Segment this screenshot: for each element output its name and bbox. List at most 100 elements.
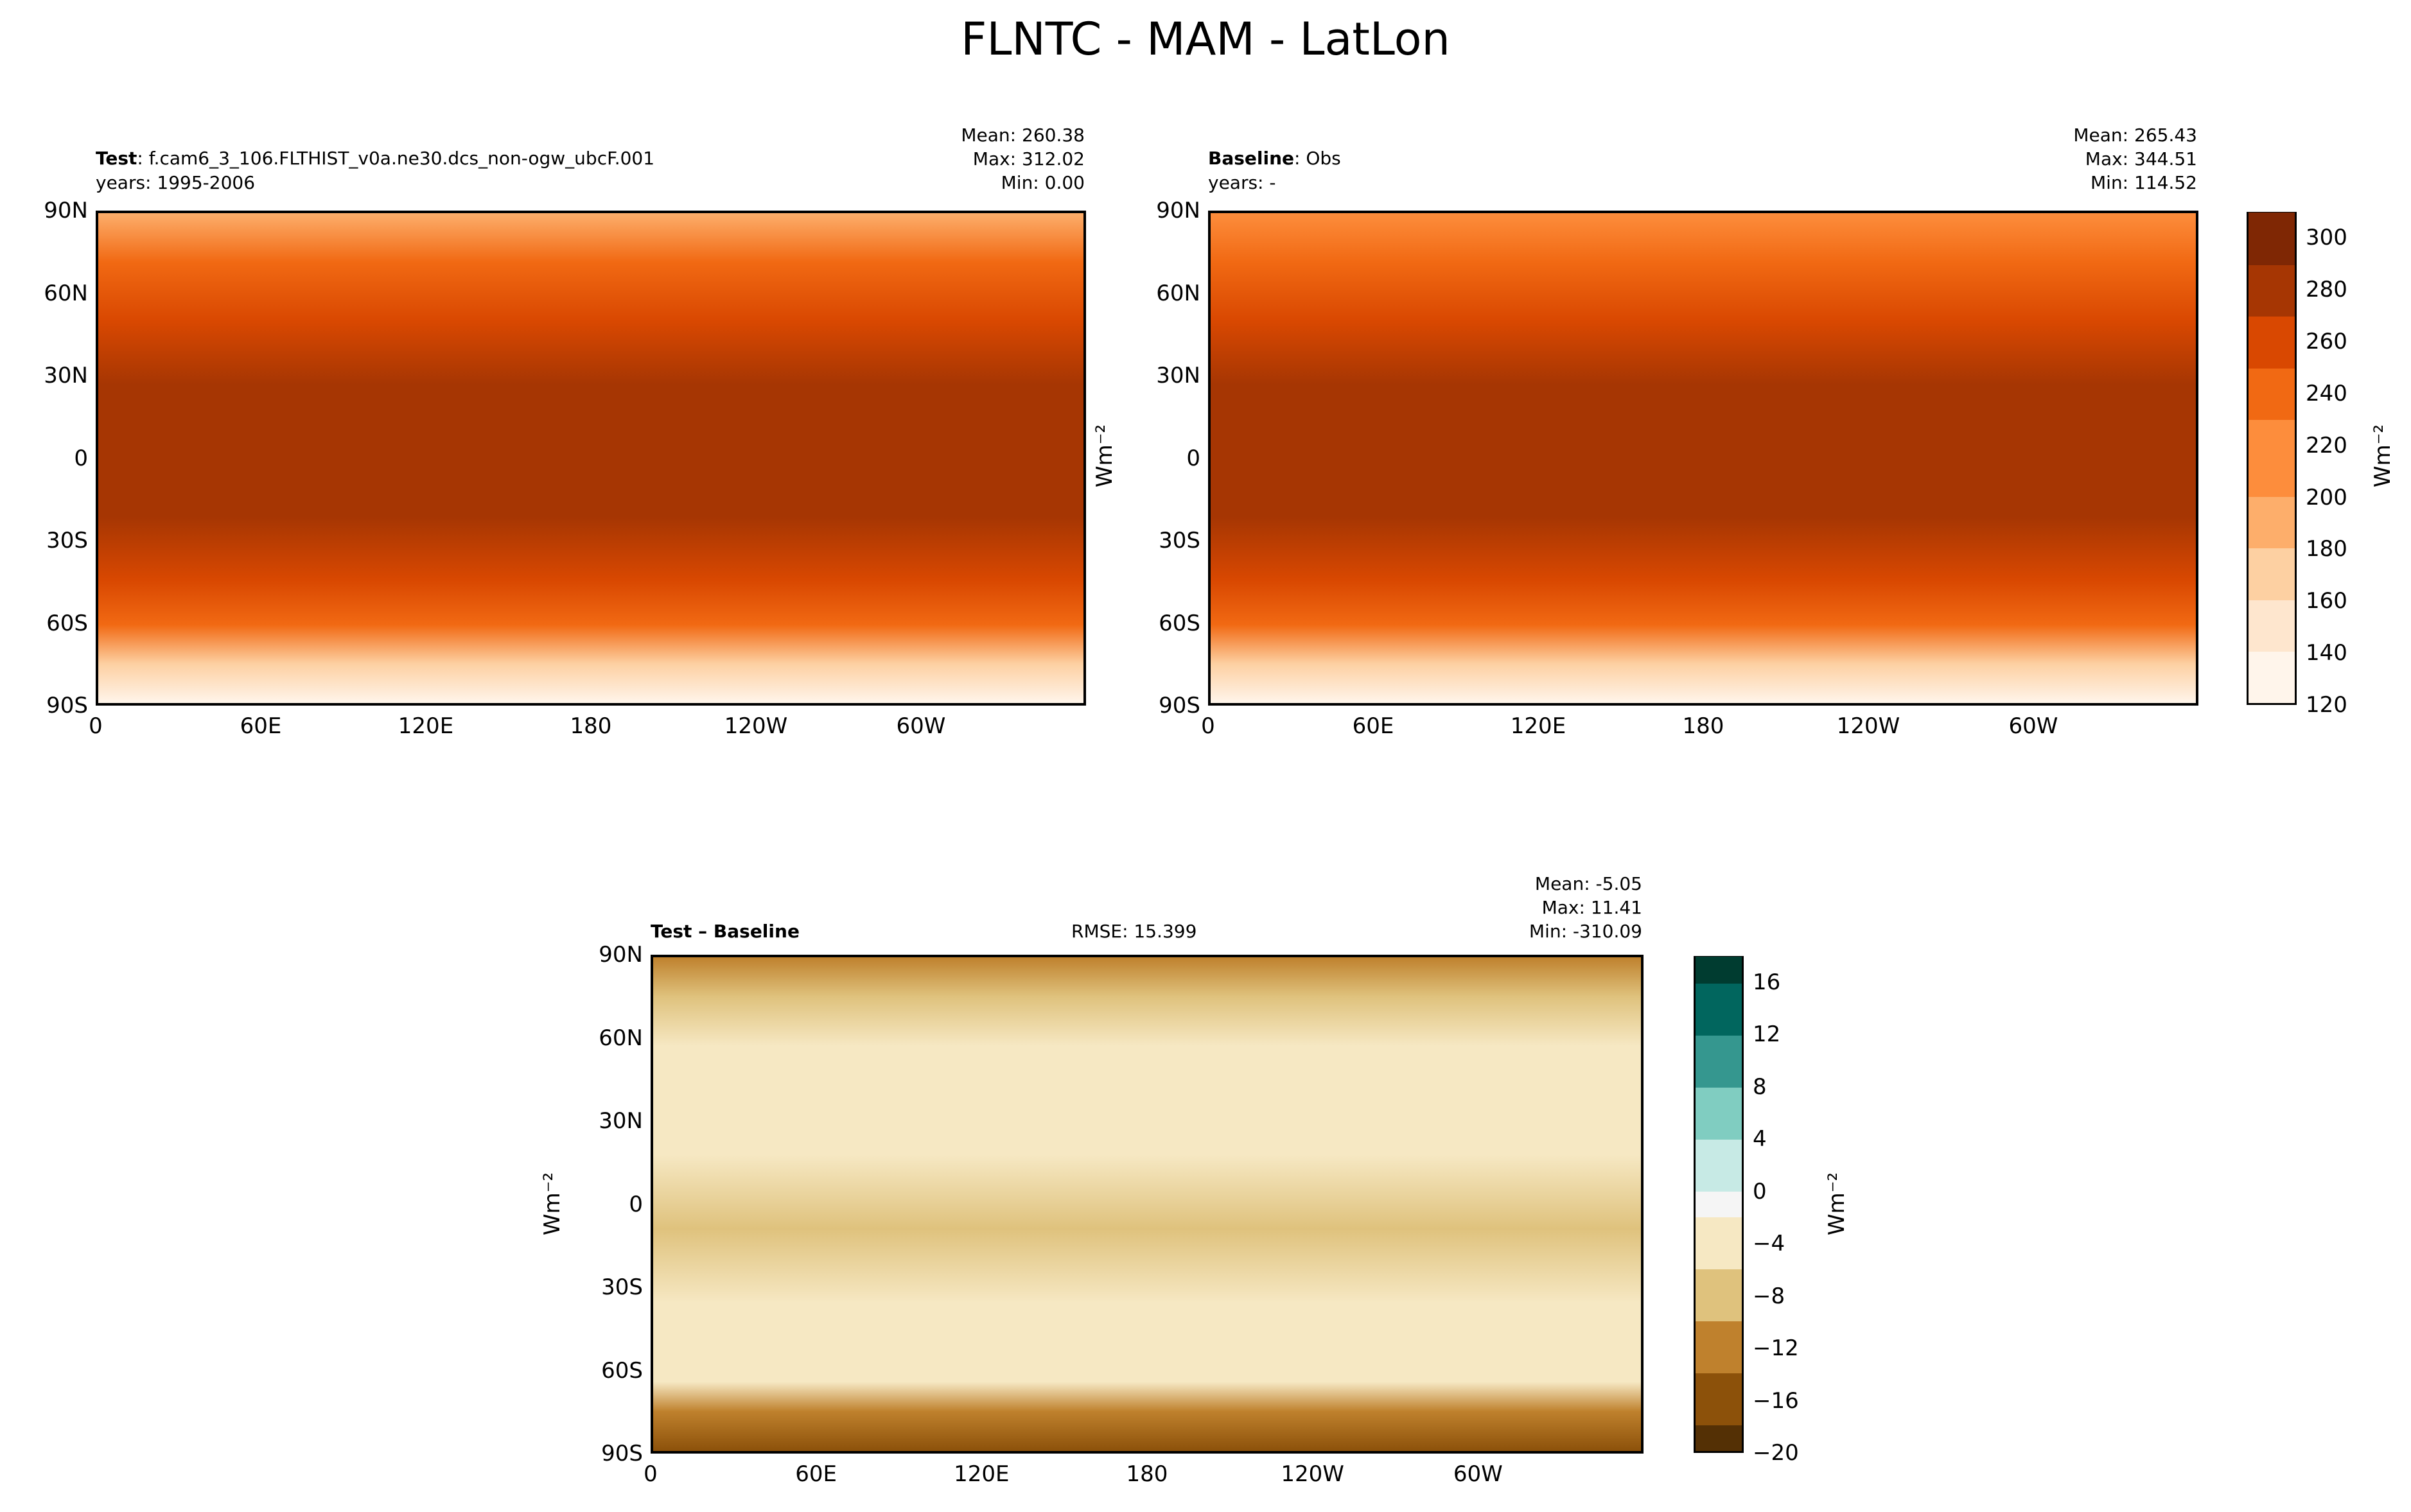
diff-max: Max: 11.41 [1541, 897, 1642, 918]
colorbar-segment [2249, 315, 2295, 343]
x-tick-label: 120W [1836, 713, 1900, 739]
test-label-bold: Test [96, 148, 137, 169]
colorbar-segment [1696, 1216, 1742, 1244]
colorbar-tick-label: −16 [1753, 1387, 1799, 1414]
colorbar-main-label: Wm⁻² [2370, 424, 2396, 488]
colorbar-tick-label: 200 [2306, 484, 2347, 510]
colorbar-tick-label: 240 [2306, 380, 2347, 406]
colorbar-segment [2249, 599, 2295, 626]
colorbar-tick-label: 120 [2306, 692, 2347, 718]
colorbar-tick-label: 180 [2306, 536, 2347, 562]
x-tick-label: 60E [240, 713, 282, 739]
y-tick-label: 30S [1159, 528, 1200, 553]
colorbar-tick-label: 280 [2306, 277, 2347, 303]
diff-label: Test – Baseline [651, 919, 800, 943]
colorbar-segment [2249, 393, 2295, 420]
x-tick-label: 0 [89, 713, 103, 739]
colorbar-segment [2249, 650, 2295, 677]
x-tick-label: 120E [954, 1461, 1010, 1487]
test-case-name: : f.cam6_3_106.FLTHIST_v0a.ne30.dcs_non-… [137, 148, 655, 169]
diff-mean: Mean: -5.05 [1534, 873, 1642, 894]
colorbar-segment [2249, 496, 2295, 523]
y-tick-label: 60S [46, 610, 88, 636]
colorbar-segment [2249, 342, 2295, 369]
test-stats: Mean: 260.38 Max: 312.02 Min: 0.00 [961, 123, 1085, 195]
colorbar-segment [2249, 367, 2295, 394]
colorbar-tick-label: −4 [1753, 1231, 1785, 1257]
baseline-map [1208, 211, 2198, 706]
colorbar-segment [1696, 982, 1742, 1010]
colorbar-tick-label: 300 [2306, 225, 2347, 251]
colorbar-segment [1696, 1113, 1742, 1140]
x-tick-label: 120W [1281, 1461, 1344, 1487]
y-tick-label: 90N [1156, 198, 1200, 223]
colorbar-tick-label: 16 [1753, 969, 1781, 995]
colorbar-segment [1696, 1372, 1742, 1400]
colorbar-segment [2249, 676, 2295, 703]
colorbar-segment [1696, 1034, 1742, 1062]
colorbar-segment [2249, 238, 2295, 266]
y-tick-label: 0 [74, 445, 88, 471]
diff-rmse: RMSE: 15.399 [1071, 921, 1197, 942]
colorbar-segment [1696, 1320, 1742, 1348]
y-tick-label: 30S [601, 1274, 643, 1300]
diff-stats: Mean: -5.05 Max: 11.41 Min: -310.09 [1529, 872, 1642, 943]
colorbar-segment [1696, 1138, 1742, 1166]
colorbar-segment [2249, 521, 2295, 549]
diff-map [651, 955, 1644, 1454]
y-tick-label: 90N [44, 198, 88, 223]
colorbar-segment [1696, 1086, 1742, 1114]
y-tick-label: 90S [601, 1441, 643, 1466]
x-tick-label: 0 [644, 1461, 658, 1487]
test-years: years: 1995-2006 [96, 172, 256, 193]
colorbar-diff [1694, 956, 1744, 1453]
x-tick-label: 180 [1682, 713, 1724, 739]
colorbar-segment [1696, 957, 1742, 984]
test-label: Test: f.cam6_3_106.FLTHIST_v0a.ne30.dcs_… [96, 146, 654, 170]
colorbar-segment [2249, 547, 2295, 575]
x-tick-label: 60W [2008, 713, 2058, 739]
colorbar-segment [1696, 1009, 1742, 1036]
y-tick-label: 0 [1186, 445, 1200, 471]
y-tick-label: 30N [44, 363, 88, 388]
baseline-stats: Mean: 265.43 Max: 344.51 Min: 114.52 [2073, 123, 2197, 195]
baseline-ylabel: Wm⁻² [1092, 424, 1118, 488]
colorbar-diff-label: Wm⁻² [1824, 1172, 1850, 1236]
y-tick-label: 0 [629, 1191, 643, 1217]
colorbar-segment [1696, 1164, 1742, 1192]
colorbar-segment [1696, 1294, 1742, 1321]
y-tick-label: 60N [44, 280, 88, 306]
colorbar-tick-label: 140 [2306, 640, 2347, 666]
colorbar-main [2247, 212, 2297, 705]
y-tick-label: 60S [1159, 610, 1200, 636]
colorbar-segment [1696, 1190, 1742, 1218]
y-tick-label: 60N [1156, 280, 1200, 306]
y-tick-label: 60N [599, 1025, 643, 1051]
y-tick-label: 90N [599, 942, 643, 968]
x-tick-label: 120E [1510, 713, 1566, 739]
y-tick-label: 30N [1156, 363, 1200, 388]
colorbar-tick-label: −12 [1753, 1335, 1799, 1362]
figure-title: FLNTC - MAM - LatLon [961, 13, 1450, 65]
baseline-name: : Obs [1294, 148, 1341, 169]
baseline-min: Min: 114.52 [2091, 172, 2197, 193]
colorbar-segment [1696, 1346, 1742, 1373]
colorbar-segment [2249, 470, 2295, 498]
baseline-label: Baseline: Obs [1208, 146, 1341, 170]
x-tick-label: 60E [795, 1461, 837, 1487]
x-tick-label: 120W [724, 713, 788, 739]
x-tick-label: 180 [570, 713, 612, 739]
baseline-label-bold: Baseline [1208, 148, 1295, 169]
x-tick-label: 60W [1453, 1461, 1503, 1487]
colorbar-tick-label: −8 [1753, 1283, 1785, 1309]
diff-label-bold: Test – Baseline [651, 921, 800, 942]
x-tick-label: 120E [398, 713, 454, 739]
colorbar-tick-label: 12 [1753, 1021, 1781, 1048]
colorbar-segment [2249, 444, 2295, 472]
colorbar-segment [1696, 1424, 1742, 1451]
test-max: Max: 312.02 [972, 148, 1085, 169]
colorbar-segment [1696, 1061, 1742, 1088]
colorbar-segment [2249, 419, 2295, 446]
y-tick-label: 30N [599, 1108, 643, 1134]
